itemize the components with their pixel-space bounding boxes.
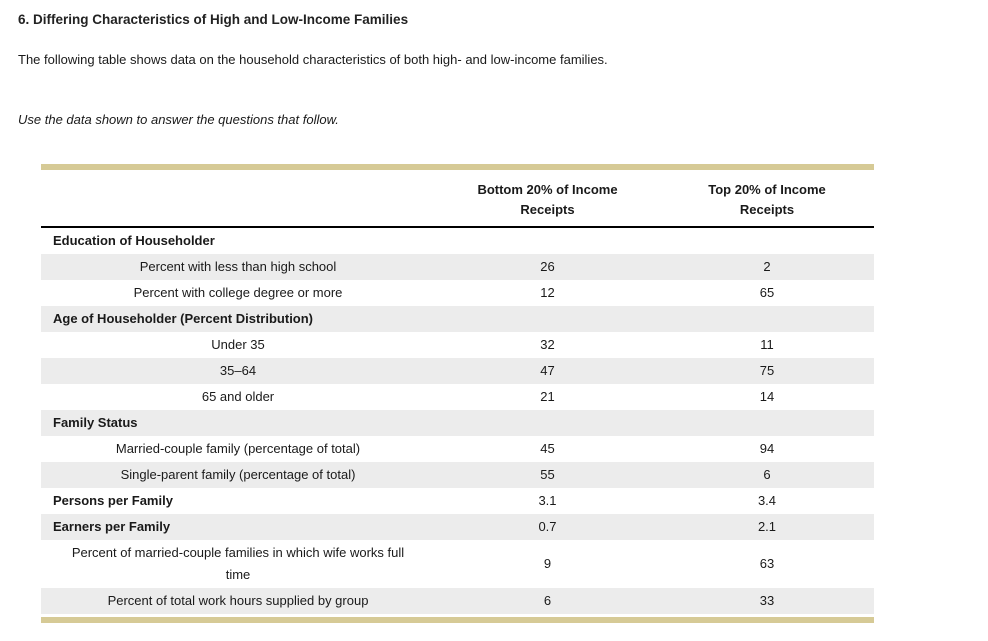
col-header-bottom20: Bottom 20% of Income Receipts [435,170,660,228]
row-label: Married-couple family (percentage of tot… [115,441,361,456]
top20-value: 75 [759,363,775,378]
table-row: Percent of married-couple families in wh… [41,540,874,588]
top20-value: 63 [759,556,775,571]
bottom20-value [435,306,660,332]
row-label: Age of Householder (Percent Distribution… [53,311,314,326]
col-header-line: Top 20% of Income [708,182,826,197]
row-label: Earners per Family [53,519,171,534]
col-header-line: Bottom 20% of Income [477,182,618,197]
corner-header-cell [41,170,435,228]
top20-value [660,227,874,254]
row-label: 65 and older [201,389,275,404]
row-label: Percent with less than high school [139,259,337,274]
top20-value: 2.1 [757,519,777,534]
row-label: Persons per Family [53,493,173,508]
table-row: Earners per Family 0.7 2.1 [41,514,874,540]
table-row: Persons per Family 3.1 3.4 [41,488,874,514]
table-row: Percent with college degree or more 12 65 [41,280,874,306]
top20-value: 11 [760,337,774,352]
characteristics-table: Bottom 20% of Income Receipts Top 20% of… [41,164,874,623]
col-header-line: Receipts [520,202,575,217]
row-label: Education of Householder [53,233,215,248]
instruction-text: Use the data shown to answer the questio… [18,112,339,127]
bottom20-value: 32 [540,337,555,352]
top20-value: 14 [759,389,775,404]
table-row: Percent of total work hours supplied by … [41,588,874,614]
bottom20-value: 21 [540,389,555,404]
bottom20-value: 55 [540,467,555,482]
bottom20-value: 3.1 [538,493,557,508]
row-label: Percent of total work hours supplied by … [107,593,369,608]
table-row: Under 35 32 11 [41,332,874,358]
table-row: Age of Householder (Percent Distribution… [41,306,874,332]
bottom20-value: 6 [543,593,552,608]
row-label: Percent of married-couple families in wh… [71,545,405,582]
bottom20-value: 26 [540,259,555,274]
row-label: Under 35 [211,337,265,352]
row-label: Percent with college degree or more [133,285,343,300]
data-table: Bottom 20% of Income Receipts Top 20% of… [41,170,874,614]
bottom20-value [435,410,660,436]
table-row: Family Status [41,410,874,436]
table-row: Married-couple family (percentage of tot… [41,436,874,462]
table-row: Education of Householder [41,227,874,254]
top20-value: 33 [759,593,775,608]
table-row: Single-parent family (percentage of tota… [41,462,874,488]
top20-value: 3.4 [757,493,777,508]
top20-value: 94 [759,441,775,456]
bottom20-value [435,227,660,254]
table-header-row: Bottom 20% of Income Receipts Top 20% of… [41,170,874,228]
table-row: 35–64 47 75 [41,358,874,384]
row-label: 35–64 [219,363,257,378]
bottom20-value: 9 [543,556,552,571]
col-header-top20: Top 20% of Income Receipts [660,170,874,228]
bottom20-value: 0.7 [538,519,557,534]
bottom20-value: 45 [540,441,555,456]
top20-value [660,410,874,436]
page-title: 6. Differing Characteristics of High and… [18,12,409,27]
top20-value: 6 [763,467,771,482]
bottom20-value: 47 [540,363,555,378]
bottom20-value: 12 [540,285,555,300]
row-label: Family Status [53,415,138,430]
table-row: Percent with less than high school 26 2 [41,254,874,280]
top20-value: 2 [763,259,771,274]
top20-value: 65 [759,285,775,300]
row-label: Single-parent family (percentage of tota… [120,467,356,482]
top20-value [660,306,874,332]
col-header-line: Receipts [739,202,795,217]
intro-text: The following table shows data on the ho… [18,52,608,67]
table-row: 65 and older 21 14 [41,384,874,410]
